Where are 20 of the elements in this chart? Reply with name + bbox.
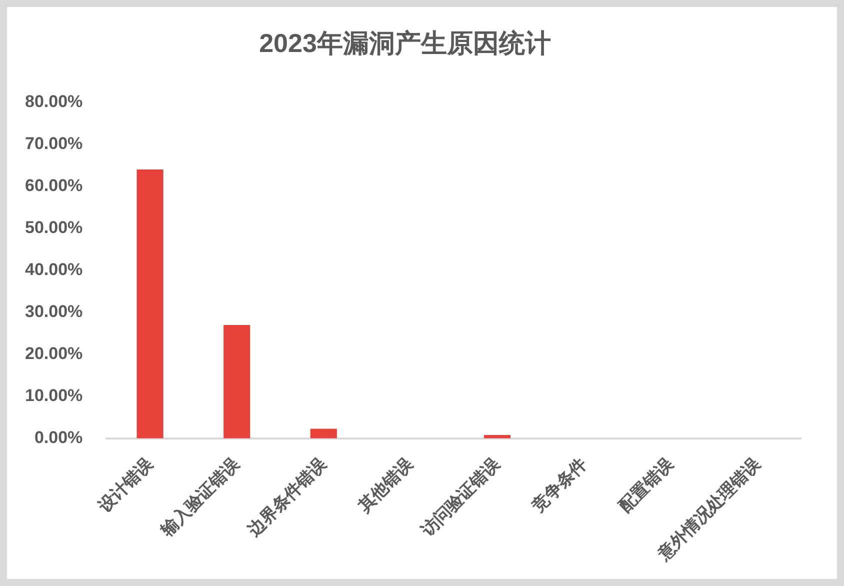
x-tick-label: 竞争条件 xyxy=(528,454,590,517)
y-tick-label: 60.00% xyxy=(24,176,83,195)
chart-title: 2023年漏洞产生原因统计 xyxy=(259,28,551,58)
y-tick-label: 80.00% xyxy=(24,92,83,111)
bar xyxy=(136,169,164,438)
y-tick-label: 20.00% xyxy=(24,344,83,364)
x-tick-label: 边界条件错误 xyxy=(244,454,330,541)
bar xyxy=(224,324,250,438)
bar xyxy=(310,428,337,438)
y-tick-label: 50.00% xyxy=(24,218,83,237)
x-tick-label: 设计错误 xyxy=(94,454,157,517)
x-tick-label: 输入验证错误 xyxy=(156,454,244,541)
y-tick-label: 10.00% xyxy=(24,386,83,406)
y-tick-label: 40.00% xyxy=(24,260,83,279)
y-tick-label: 70.00% xyxy=(24,134,83,153)
x-tick-label: 访问验证错误 xyxy=(417,454,504,541)
y-tick-label: 30.00% xyxy=(24,302,83,322)
x-tick-label: 其他错误 xyxy=(354,454,418,517)
y-tick-label: 0.00% xyxy=(34,428,83,448)
x-tick-label: 配置错误 xyxy=(615,454,678,516)
